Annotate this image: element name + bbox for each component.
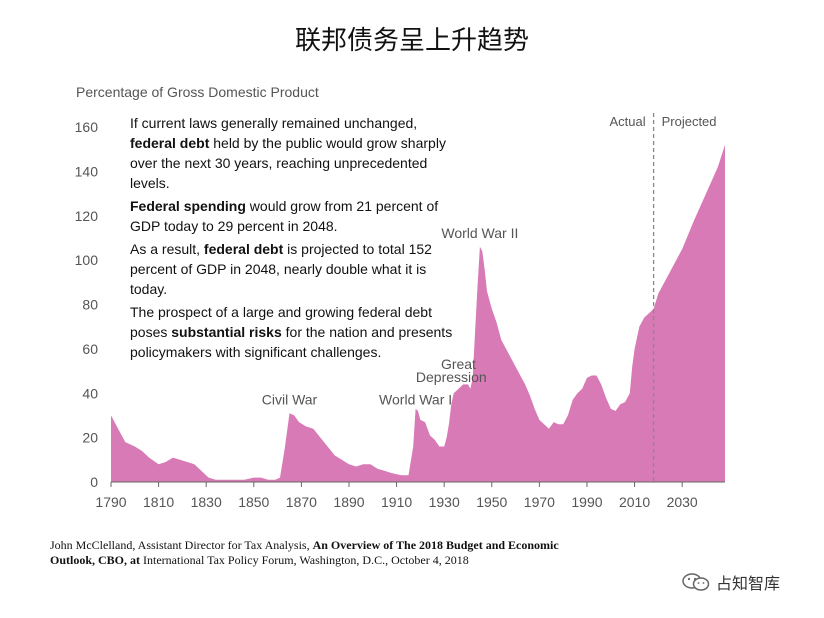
annotation-run: for the nation and presents policymakers… [130, 324, 453, 360]
x-tick-label: 2010 [619, 494, 650, 510]
x-tick-label: 1810 [143, 494, 174, 510]
annotation-run: The prospect of a large and growing fede… [130, 304, 432, 340]
x-tick-label: 1970 [524, 494, 555, 510]
source-run: An Overview of The 2018 Budget and Econo… [50, 538, 559, 567]
x-tick-label: 1990 [571, 494, 602, 510]
x-tick-label: 1890 [333, 494, 364, 510]
event-annotation: Depression [416, 369, 487, 385]
annotation-run: held by the public would grow sharply ov… [130, 135, 446, 191]
watermark-text: 占知智库 [716, 574, 781, 593]
page-title: 联邦债务呈上升趋势 [294, 26, 529, 56]
annotation-run: is projected to total 152 percent of GDP… [130, 241, 432, 297]
annotation-run: If current laws generally remained uncha… [130, 115, 418, 131]
watermark: 占知智库 [682, 570, 780, 594]
y-axis-label: Percentage of Gross Domestic Product [76, 84, 319, 100]
x-tick-label: 1930 [429, 494, 460, 510]
projected-label: Projected [662, 114, 717, 129]
y-tick-label: 140 [75, 163, 99, 179]
x-tick-label: 1850 [238, 494, 269, 510]
x-tick-label: 1790 [95, 494, 126, 510]
x-tick-label: 2030 [667, 494, 698, 510]
y-tick-label: 100 [75, 252, 99, 268]
wechat-icon [682, 573, 710, 591]
annotation-run: substantial risks [171, 324, 282, 340]
source-citation: John McClelland, Assistant Director for … [50, 538, 570, 568]
actual-label: Actual [609, 114, 645, 129]
y-tick-label: 40 [82, 385, 98, 401]
annotation-paragraph: As a result, federal debt is projected t… [130, 239, 460, 299]
annotation-run: would grow from 21 percent of GDP today … [130, 198, 439, 234]
annotation-paragraph: The prospect of a large and growing fede… [130, 302, 460, 362]
y-tick-label: 60 [82, 341, 98, 357]
x-tick-label: 1830 [191, 494, 222, 510]
chart-annotation-text: If current laws generally remained uncha… [130, 113, 460, 365]
annotation-run: federal debt [130, 135, 210, 151]
annotation-run: federal debt [203, 241, 284, 257]
x-tick-label: 1870 [286, 494, 317, 510]
y-tick-label: 80 [82, 297, 98, 313]
annotation-run: Federal spending [130, 198, 246, 214]
y-tick-label: 120 [75, 208, 99, 224]
source-run: John McClelland, Assistant Director for … [50, 538, 313, 552]
x-tick-label: 1910 [381, 494, 412, 510]
event-annotation: World War II [441, 225, 518, 241]
x-tick-label: 1950 [476, 494, 507, 510]
annotation-run: As a result, [130, 241, 204, 257]
annotation-paragraph: If current laws generally remained uncha… [130, 113, 460, 193]
event-annotation: World War I [379, 391, 452, 407]
event-annotation: Civil War [262, 391, 318, 407]
y-tick-label: 160 [75, 119, 99, 135]
y-tick-label: 20 [82, 430, 98, 446]
event-annotation: Great [441, 356, 476, 372]
debt-area-series [111, 144, 725, 483]
y-tick-label: 0 [90, 474, 98, 490]
source-run: International Tax Policy Forum, Washingt… [140, 553, 469, 567]
annotation-paragraph: Federal spending would grow from 21 perc… [130, 196, 460, 236]
